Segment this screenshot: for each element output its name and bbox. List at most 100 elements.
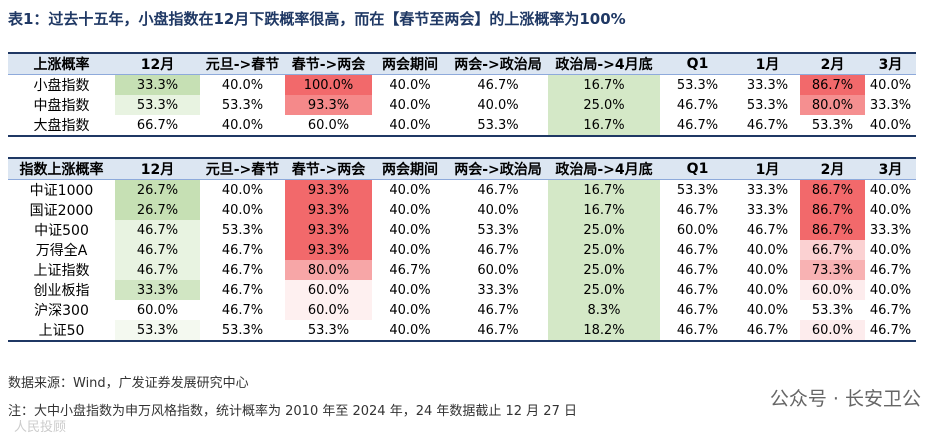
header-row: 上涨概率 12月 元旦->春节 春节->两会 两会期间 两会->政治局 政治局->4月底 Q1… xyxy=(8,52,916,75)
cell: 16.7% xyxy=(548,115,660,137)
header-cell: 上涨概率 xyxy=(8,52,115,75)
header-cell: 两会期间 xyxy=(372,52,448,75)
table-small-mid-large: 上涨概率 12月 元旦->春节 春节->两会 两会期间 两会->政治局 政治局->4月底 Q1… xyxy=(8,52,916,137)
header-cell: 3月 xyxy=(865,52,916,75)
header-cell: 12月 xyxy=(115,52,200,75)
cell: 53.3% xyxy=(200,320,285,342)
row-label: 沪深300 xyxy=(34,303,89,319)
cell: 86.7% xyxy=(800,220,865,240)
title: 表1：过去十五年，小盘指数在12月下跌概率很高，而在【春节至两会】的上涨概率为1… xyxy=(8,10,626,28)
cell: 53.3% xyxy=(221,97,264,113)
cell: 46.7% xyxy=(676,282,719,298)
cell: 66.7% xyxy=(115,115,200,137)
cell: 60.0% xyxy=(800,320,865,342)
cell: 53.3% xyxy=(676,77,719,93)
data-row: 万得全A 46.7% 46.7% 93.3% 40.0% 46.7% 25.0% 46.7% 4… xyxy=(8,240,916,260)
watermark: 公众号 · 长安卫公 xyxy=(769,388,921,410)
cell: 40.0% xyxy=(746,282,789,298)
cell: 25.0% xyxy=(548,95,660,115)
cell: 46.7% xyxy=(676,242,719,258)
row-label: 小盘指数 xyxy=(33,78,90,94)
cell: 40.0% xyxy=(746,242,789,258)
cell: 46.7% xyxy=(477,77,519,93)
cell: 73.3% xyxy=(800,260,865,280)
cell: 86.7% xyxy=(800,179,865,200)
cell: 93.3% xyxy=(285,240,372,260)
row-label: 上证50 xyxy=(8,320,115,342)
data-row: 小盘指数 33.3% 40.0% 100.0% 40.0% 46.7% 16.7% 53.3%… xyxy=(8,74,916,95)
cell: 40.0% xyxy=(389,302,431,318)
data-row: 中盘指数 53.3% 53.3% 93.3% 40.0% 40.0% 25.0% 46.7% 5… xyxy=(8,95,916,115)
cell: 40.0% xyxy=(865,115,916,137)
cell: 53.3% xyxy=(746,97,789,113)
cell: 40.0% xyxy=(477,202,519,218)
header-cell: 春节->两会 xyxy=(285,52,372,75)
row-label: 中证1000 xyxy=(29,183,94,199)
cell: 46.7% xyxy=(221,302,264,318)
header-cell: 1月 xyxy=(735,157,800,180)
cell: 46.7% xyxy=(865,320,916,342)
cell: 40.0% xyxy=(221,202,264,218)
watermark-corner: 人民投顾 xyxy=(14,420,67,435)
cell: 40.0% xyxy=(477,97,519,113)
data-row: 上证50 53.3% 53.3% 53.3% 40.0% 46.7% 18.2% 46.7% 4… xyxy=(8,320,916,342)
cell: 26.7% xyxy=(115,179,200,200)
cell: 33.3% xyxy=(115,74,200,95)
header-cell: 春节->两会 xyxy=(285,157,372,180)
data-row: 大盘指数 66.7% 40.0% 60.0% 40.0% 53.3% 16.7% 46.7% 4… xyxy=(8,115,916,137)
cell: 46.7% xyxy=(735,115,800,137)
header-cell: 元旦->春节 xyxy=(200,52,285,75)
cell: 46.7% xyxy=(115,240,200,260)
cell: 40.0% xyxy=(389,222,431,238)
cell: 40.0% xyxy=(869,77,912,93)
row-label: 中证500 xyxy=(34,223,89,239)
cell: 40.0% xyxy=(372,115,448,137)
cell: 46.7% xyxy=(115,220,200,240)
cell: 46.7% xyxy=(676,302,719,318)
cell: 46.7% xyxy=(477,242,519,258)
cell: 8.3% xyxy=(548,300,660,320)
cell: 46.7% xyxy=(221,282,264,298)
header-cell: Q1 xyxy=(660,157,735,180)
source-note: 数据来源：Wind，广发证券发展研究中心 xyxy=(8,376,249,391)
cell: 46.7% xyxy=(660,115,735,137)
header-cell: 两会->政治局 xyxy=(448,157,548,180)
cell: 40.0% xyxy=(869,182,912,198)
cell: 46.7% xyxy=(869,302,912,318)
cell: 46.7% xyxy=(477,182,519,198)
header-cell: 两会->政治局 xyxy=(448,52,548,75)
cell: 40.0% xyxy=(221,77,264,93)
data-row: 中证500 46.7% 53.3% 93.3% 40.0% 53.3% 25.0% 60.0%… xyxy=(8,220,916,240)
cell: 33.3% xyxy=(746,182,789,198)
header-cell: 12月 xyxy=(115,157,200,180)
cell: 40.0% xyxy=(869,242,912,258)
cell: 33.3% xyxy=(115,280,200,300)
cell: 40.0% xyxy=(389,97,431,113)
cell: 60.0% xyxy=(285,280,372,300)
cell: 40.0% xyxy=(389,182,431,198)
cell: 18.2% xyxy=(548,320,660,342)
header-cell: 2月 xyxy=(800,157,865,180)
cell: 16.7% xyxy=(548,200,660,220)
row-label: 中盘指数 xyxy=(33,98,90,114)
cell: 46.7% xyxy=(676,202,719,218)
cell: 80.0% xyxy=(800,95,865,115)
table-index: 指数上涨概率 12月 元旦->春节 春节->两会 两会期间 两会->政治局 政治局->4月底… xyxy=(8,157,916,342)
cell: 46.7% xyxy=(676,262,719,278)
header-cell: 1月 xyxy=(735,52,800,75)
cell: 26.7% xyxy=(115,200,200,220)
cell: 66.7% xyxy=(800,240,865,260)
row-label: 上证指数 xyxy=(33,263,90,279)
cell: 40.0% xyxy=(221,182,264,198)
cell: 100.0% xyxy=(285,74,372,95)
cell: 40.0% xyxy=(869,202,912,218)
cell: 33.3% xyxy=(477,282,519,298)
cell: 33.3% xyxy=(869,222,912,238)
data-row: 中证1000 26.7% 40.0% 93.3% 40.0% 46.7% 16.7% 53.3… xyxy=(8,179,916,200)
cell: 25.0% xyxy=(548,260,660,280)
header-cell: 2月 xyxy=(800,52,865,75)
cell: 40.0% xyxy=(200,115,285,137)
cell: 33.3% xyxy=(869,97,912,113)
cell: 46.7% xyxy=(477,302,519,318)
cell: 53.3% xyxy=(800,115,865,137)
